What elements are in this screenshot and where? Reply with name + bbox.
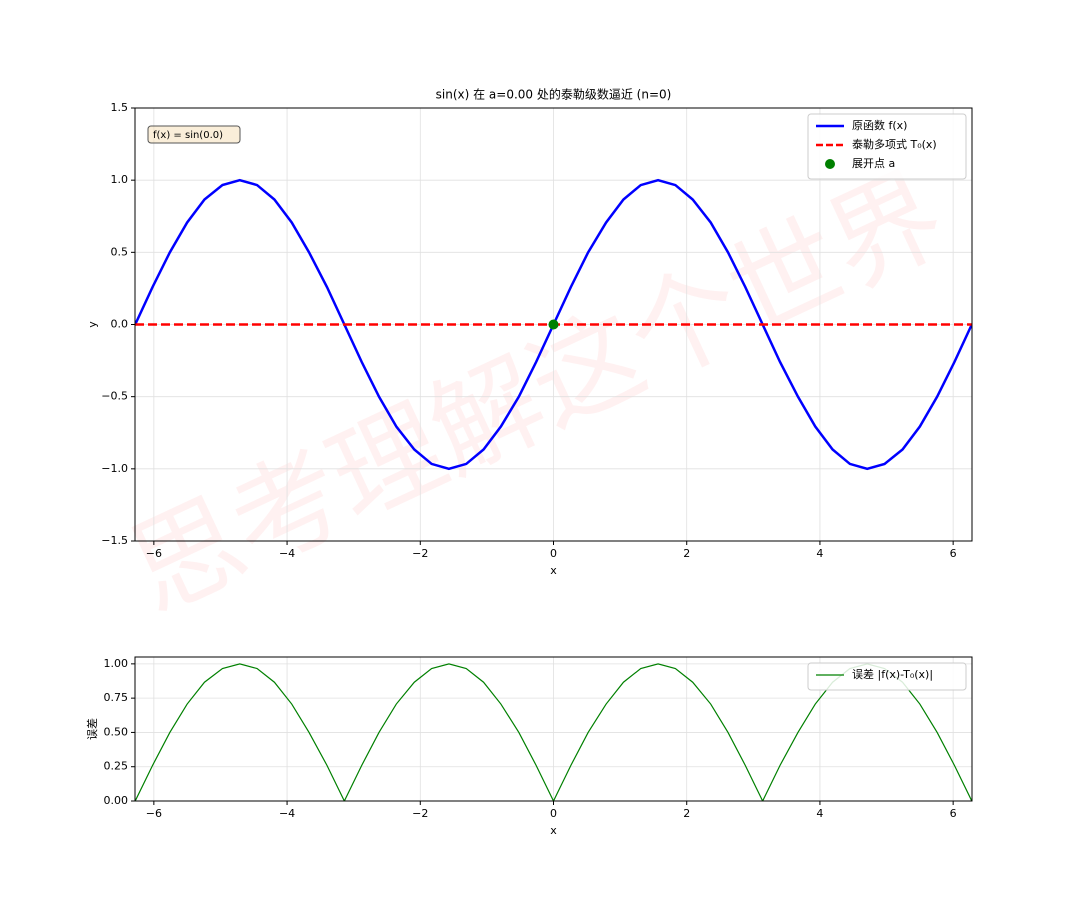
x-tick-label: 4 — [816, 547, 823, 560]
legend-box — [807, 113, 967, 180]
x-tick-label: −6 — [146, 807, 162, 820]
x-tick-label: −2 — [412, 547, 428, 560]
legend-label: 泰勒多项式 T₀(x) — [852, 137, 937, 151]
y-axis-label: y — [86, 321, 99, 328]
legend-label: 展开点 a — [852, 157, 895, 170]
y-tick-label: 1.00 — [104, 657, 129, 670]
expansion-point — [548, 319, 559, 330]
y-tick-label: 1.5 — [111, 101, 129, 114]
x-tick-label: 0 — [550, 547, 557, 560]
legend-marker — [825, 159, 835, 169]
annotation: f(x) = sin(0.0) — [153, 130, 223, 141]
x-tick-label: −6 — [146, 547, 162, 560]
y-tick-label: 0.00 — [104, 794, 129, 807]
x-axis-label: x — [550, 824, 557, 837]
legend-label: 误差 |f(x)-T₀(x)| — [852, 667, 933, 681]
y-tick-label: 0.0 — [111, 318, 129, 331]
legend-box — [807, 662, 967, 691]
x-tick-label: 0 — [550, 807, 557, 820]
x-tick-label: 6 — [950, 807, 957, 820]
plot-frame — [134, 656, 973, 802]
annotation-box — [147, 125, 241, 144]
x-tick-label: −4 — [279, 807, 295, 820]
x-tick-label: 2 — [683, 547, 690, 560]
x-tick-label: −4 — [279, 547, 295, 560]
y-tick-label: −0.5 — [101, 390, 128, 403]
x-tick-label: 2 — [683, 807, 690, 820]
y-tick-label: 0.75 — [104, 691, 129, 704]
chart-title: sin(x) 在 a=0.00 处的泰勒级数逼近 (n=0) — [436, 87, 672, 102]
plot-frame — [134, 107, 973, 542]
y-tick-label: 0.25 — [104, 760, 129, 773]
y-tick-label: −1.0 — [101, 462, 128, 475]
y-tick-label: −1.5 — [101, 534, 128, 547]
x-tick-label: 6 — [950, 547, 957, 560]
x-tick-label: 4 — [816, 807, 823, 820]
y-tick-label: 1.0 — [111, 173, 129, 186]
y-tick-label: 0.5 — [111, 245, 129, 258]
x-tick-label: −2 — [412, 807, 428, 820]
y-tick-label: 0.50 — [104, 725, 129, 738]
x-axis-label: x — [550, 564, 557, 577]
y-axis-label: 误差 — [85, 718, 99, 740]
watermark: 思考理解这个世界 — [111, 149, 963, 637]
legend-label: 原函数 f(x) — [852, 119, 907, 132]
